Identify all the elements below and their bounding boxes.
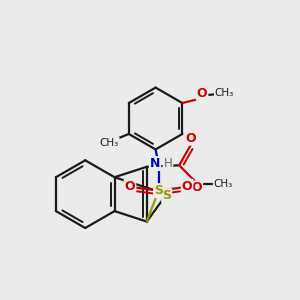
Text: CH₃: CH₃ bbox=[214, 179, 233, 189]
Text: O: O bbox=[197, 87, 207, 100]
Text: O: O bbox=[191, 182, 202, 194]
Text: CH₃: CH₃ bbox=[100, 138, 119, 148]
Text: O: O bbox=[125, 180, 135, 193]
Text: CH₃: CH₃ bbox=[215, 88, 234, 98]
Text: O: O bbox=[186, 132, 196, 145]
Text: S: S bbox=[162, 189, 171, 202]
Text: O: O bbox=[182, 180, 192, 193]
Text: N: N bbox=[150, 157, 160, 170]
Text: H: H bbox=[164, 157, 172, 170]
Text: S: S bbox=[154, 184, 163, 197]
